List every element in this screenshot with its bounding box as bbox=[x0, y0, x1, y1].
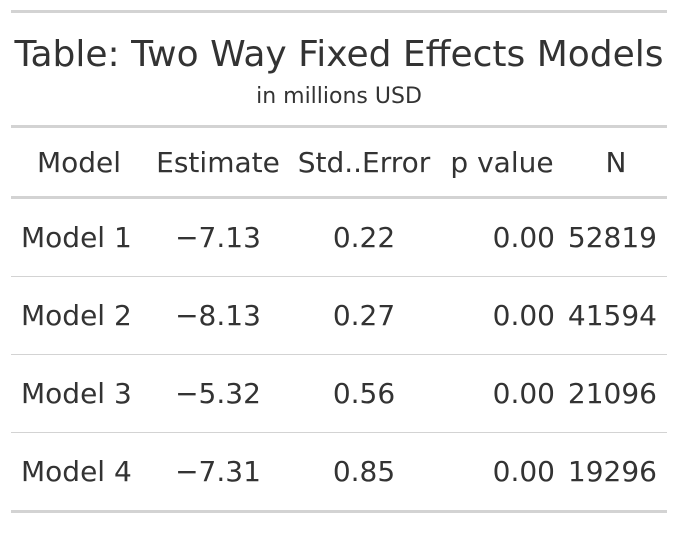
cell-n: 41594 bbox=[565, 276, 667, 355]
cell-estimate: −5.32 bbox=[147, 354, 289, 433]
cell-model: Model 2 bbox=[11, 276, 147, 355]
cell-n: 19296 bbox=[565, 432, 667, 513]
cell-n: 52819 bbox=[565, 197, 667, 277]
top-rule bbox=[11, 10, 667, 13]
cell-std-error: 0.56 bbox=[289, 354, 439, 433]
cell-estimate: −8.13 bbox=[147, 276, 289, 355]
column-header-std-error: Std..Error bbox=[289, 128, 439, 199]
title-rule bbox=[11, 125, 667, 128]
table-subtitle: in millions USD bbox=[256, 84, 422, 109]
table-row: Model 2 −8.13 0.27 0.00 41594 bbox=[11, 276, 667, 355]
table-row: Model 4 −7.31 0.85 0.00 19296 bbox=[11, 432, 667, 513]
cell-std-error: 0.22 bbox=[289, 197, 439, 277]
table-row: Model 3 −5.32 0.56 0.00 21096 bbox=[11, 354, 667, 433]
cell-model: Model 3 bbox=[11, 354, 147, 433]
cell-p-value: 0.00 bbox=[439, 354, 565, 433]
table-row: Model 1 −7.13 0.22 0.00 52819 bbox=[11, 197, 667, 277]
cell-estimate: −7.31 bbox=[147, 432, 289, 513]
cell-n: 21096 bbox=[565, 354, 667, 433]
cell-std-error: 0.27 bbox=[289, 276, 439, 355]
cell-estimate: −7.13 bbox=[147, 197, 289, 277]
column-header-n: N bbox=[565, 128, 667, 199]
table-title: Table: Two Way Fixed Effects Models bbox=[14, 34, 664, 75]
column-header-p-value: p value bbox=[439, 128, 565, 199]
results-table: Model Estimate Std..Error p value N Mode… bbox=[11, 128, 667, 513]
column-header-estimate: Estimate bbox=[147, 128, 289, 199]
cell-p-value: 0.00 bbox=[439, 276, 565, 355]
cell-p-value: 0.00 bbox=[439, 432, 565, 513]
column-header-model: Model bbox=[11, 128, 147, 199]
fixed-effects-table: Table: Two Way Fixed Effects Models in m… bbox=[11, 10, 667, 513]
cell-std-error: 0.85 bbox=[289, 432, 439, 513]
cell-model: Model 4 bbox=[11, 432, 147, 513]
header-row: Model Estimate Std..Error p value N bbox=[11, 128, 667, 199]
cell-p-value: 0.00 bbox=[439, 197, 565, 277]
cell-model: Model 1 bbox=[11, 197, 147, 277]
